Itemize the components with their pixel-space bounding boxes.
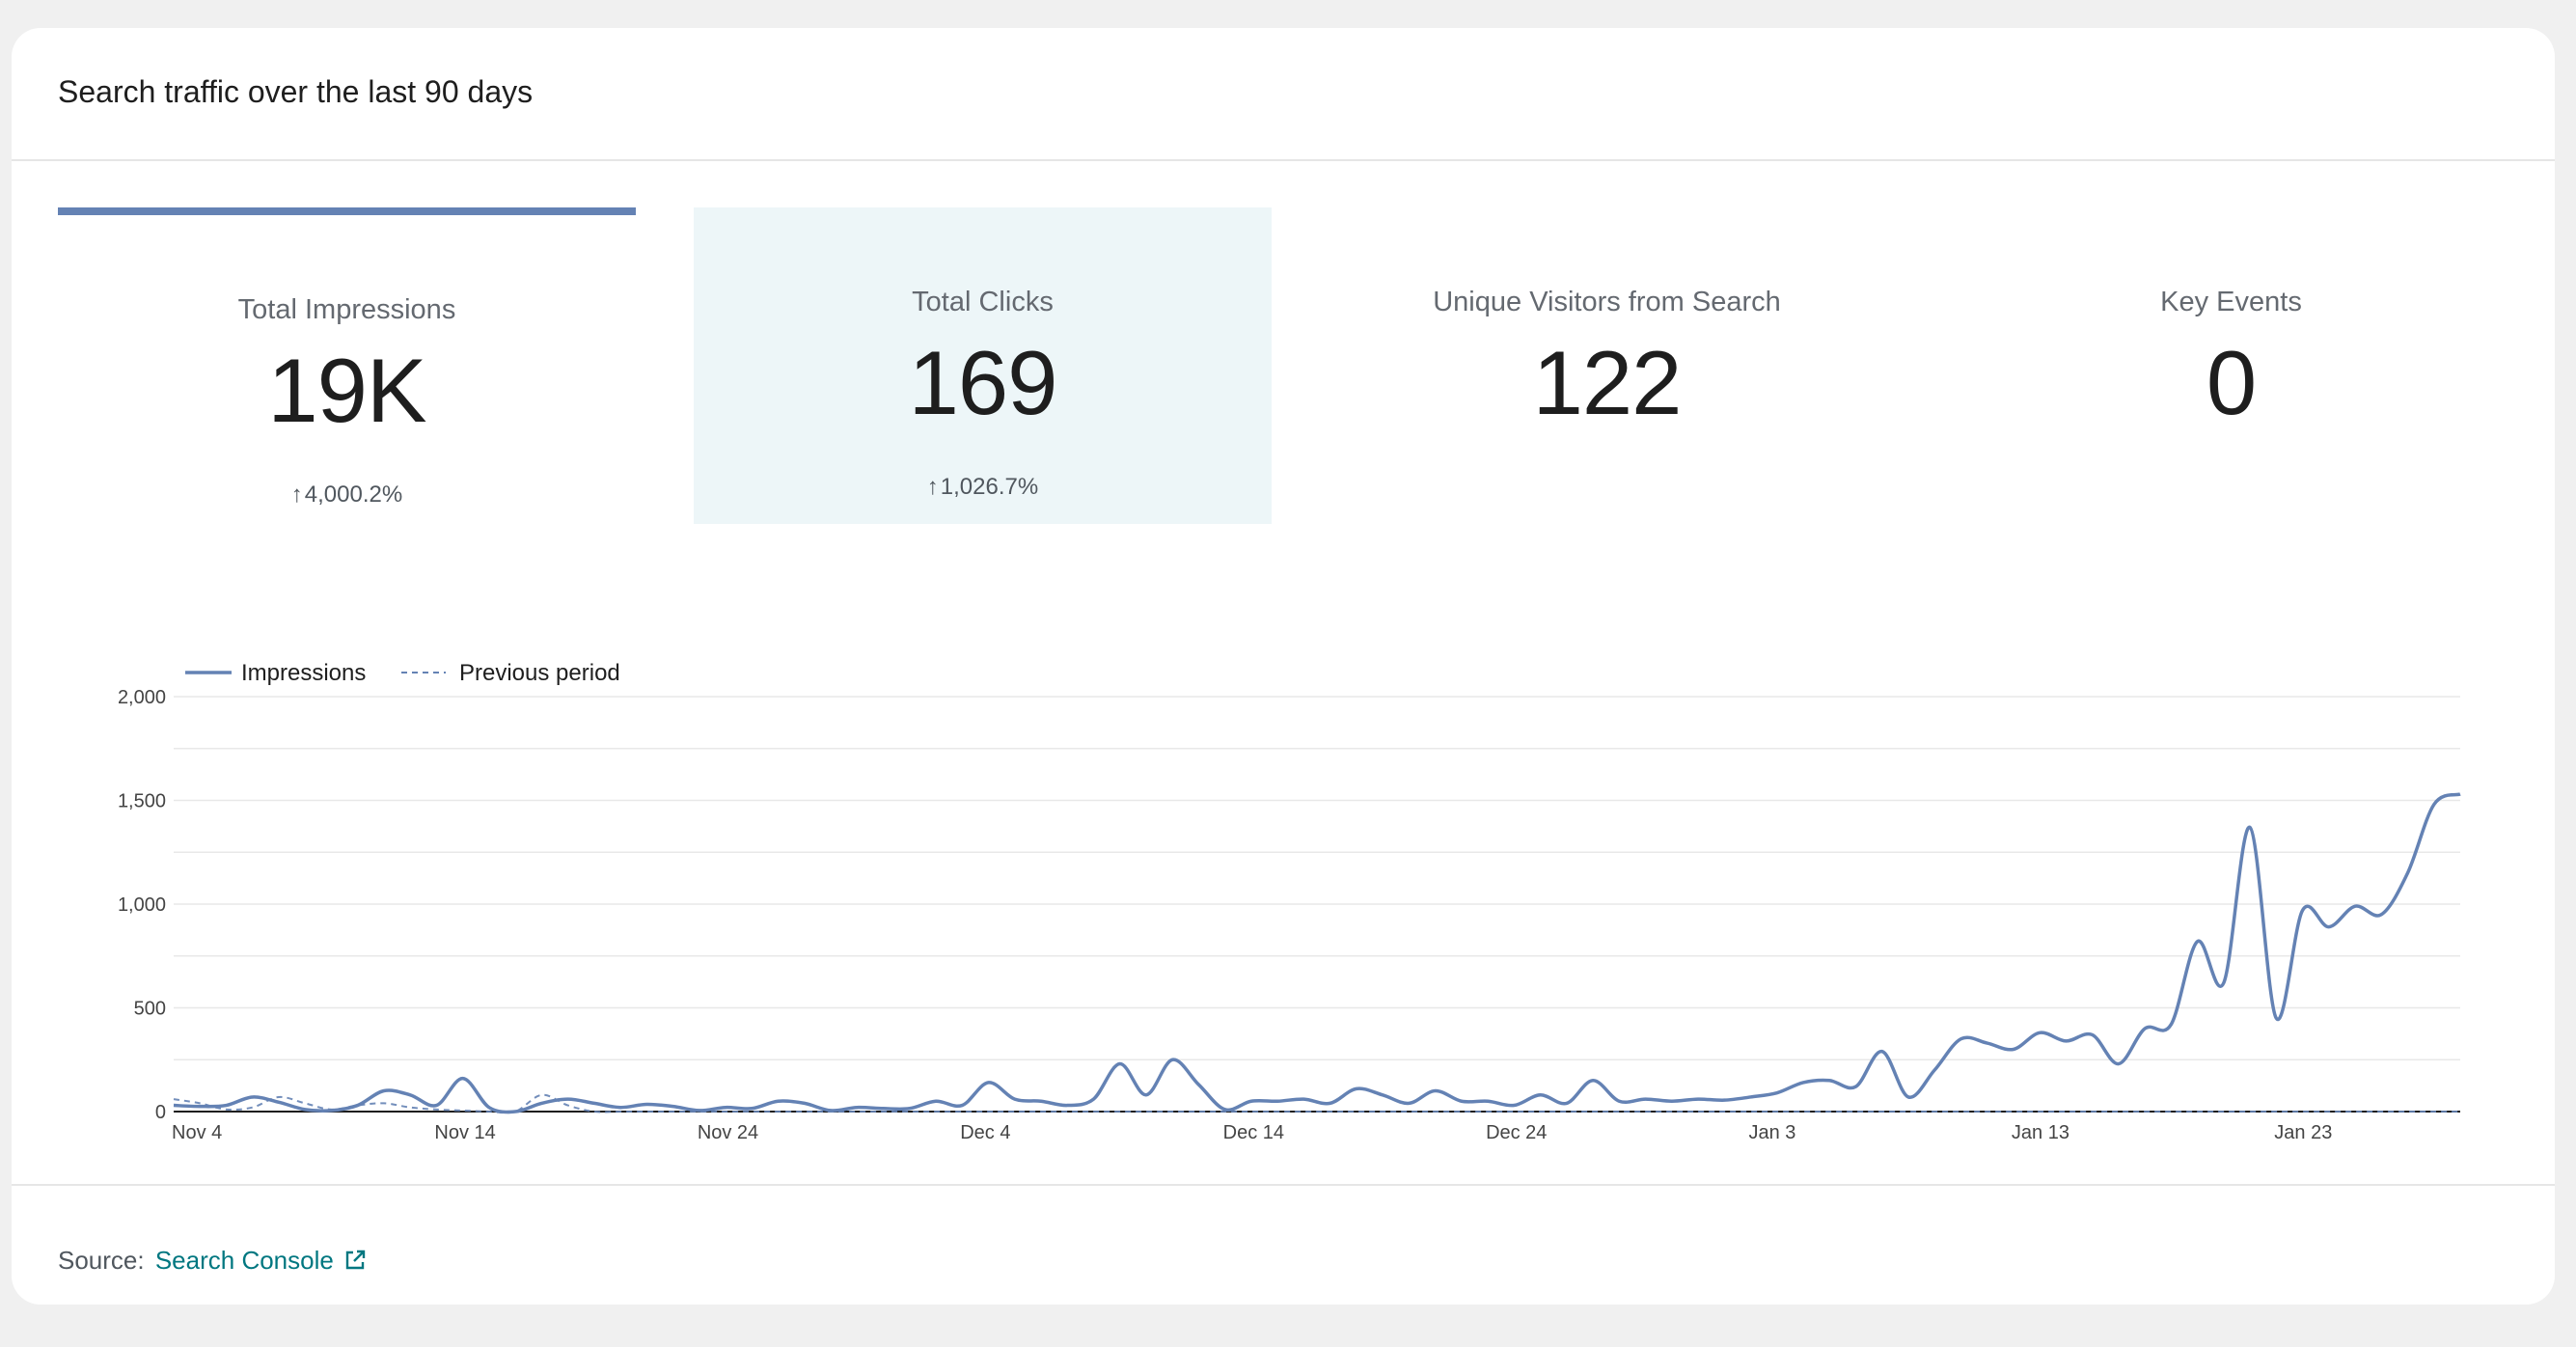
card-header: Search traffic over the last 90 days	[12, 28, 2555, 161]
impressions-chart: 0 500 1,000 1,500 2,000 Nov 4 Nov 14 Nov 24 Dec …	[12, 636, 2555, 1176]
x-tick-label: Nov 4	[172, 1122, 222, 1143]
card-title: Search traffic over the last 90 days	[58, 74, 534, 109]
tile-label: Total Impressions	[237, 294, 456, 325]
x-tick-label: Dec 14	[1223, 1122, 1284, 1143]
x-tick-label: Jan 23	[2274, 1122, 2332, 1143]
x-tick-label: Jan 13	[2012, 1122, 2069, 1143]
series-line-previous-period	[173, 1093, 2460, 1114]
change-value: 4,000.2%	[304, 481, 403, 508]
change-value: 1,026.7%	[940, 474, 1039, 500]
x-tick-label: Dec 24	[1486, 1122, 1547, 1143]
tile-value: 122	[1532, 332, 1683, 433]
search-traffic-card: Search traffic over the last 90 days Tot…	[12, 28, 2555, 1305]
tile-total-impressions[interactable]: Total Impressions 19K ↑4,000.2%	[58, 207, 636, 524]
x-tick-label: Dec 4	[960, 1122, 1010, 1143]
tile-unique-visitors[interactable]: Unique Visitors from Search 122	[1318, 207, 1896, 524]
y-tick-label: 500	[134, 999, 166, 1020]
y-tick-label: 1,500	[118, 791, 166, 812]
arrow-up-icon: ↑	[290, 481, 303, 508]
tile-change: ↑4,000.2%	[58, 481, 636, 509]
source-label: Source:	[58, 1246, 145, 1275]
tile-value: 0	[2206, 332, 2257, 433]
arrow-up-icon: ↑	[926, 474, 939, 500]
y-tick-label: 2,000	[118, 687, 166, 708]
legend-label-previous-period[interactable]: Previous period	[459, 660, 620, 686]
tile-value: 19K	[267, 340, 426, 441]
y-tick-label: 0	[155, 1102, 166, 1123]
y-tick-label: 1,000	[118, 894, 166, 916]
metric-tiles: Total Impressions 19K ↑4,000.2% Total Cl…	[58, 207, 2508, 526]
tile-value: 169	[908, 332, 1058, 433]
tile-label: Unique Visitors from Search	[1433, 287, 1781, 317]
legend-label-impressions[interactable]: Impressions	[241, 660, 366, 686]
card-footer: Source: Search Console	[12, 1184, 2555, 1305]
search-console-link[interactable]: Search Console	[154, 1246, 334, 1275]
tile-label: Key Events	[2160, 287, 2302, 317]
chart-legend: Impressions Previous period	[185, 660, 620, 686]
source-line: Source: Search Console	[58, 1246, 367, 1278]
x-tick-label: Jan 3	[1748, 1122, 1795, 1143]
x-tick-label: Nov 24	[698, 1122, 758, 1143]
chart-svg: 0 500 1,000 1,500 2,000 Nov 4 Nov 14 Nov 24 Dec …	[118, 660, 2461, 1143]
tile-total-clicks[interactable]: Total Clicks 169 ↑1,026.7%	[694, 207, 1272, 524]
external-link-icon[interactable]	[343, 1249, 367, 1278]
tile-key-events[interactable]: Key Events 0	[1942, 207, 2520, 524]
tile-label: Total Clicks	[912, 287, 1054, 317]
x-tick-label: Nov 14	[434, 1122, 495, 1143]
series-line-impressions	[173, 792, 2461, 1114]
tile-change: ↑1,026.7%	[694, 474, 1272, 501]
